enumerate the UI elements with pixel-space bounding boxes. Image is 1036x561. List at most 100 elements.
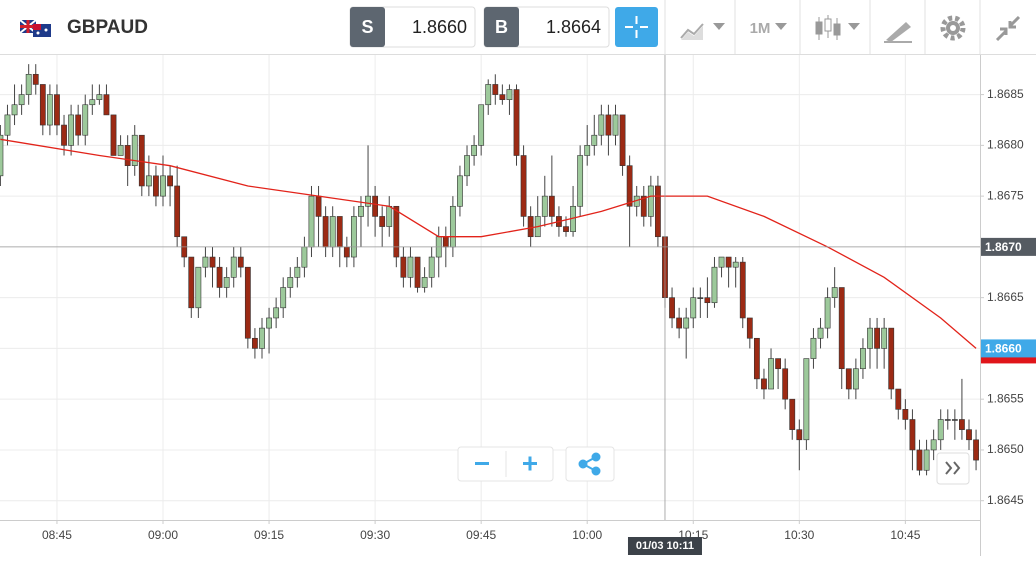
candle-body xyxy=(216,266,223,288)
candle-body xyxy=(584,145,591,156)
candle-body xyxy=(82,104,89,136)
x-tick-label: 10:30 xyxy=(784,528,814,542)
candle-body xyxy=(626,165,633,207)
candle-body xyxy=(266,317,272,329)
candle-body xyxy=(358,205,364,217)
candle-body xyxy=(457,175,463,207)
candle-body xyxy=(499,94,506,100)
candle-body xyxy=(796,429,803,441)
collapse-button[interactable] xyxy=(995,15,1021,42)
toolbar-separators xyxy=(664,0,981,54)
settings-button[interactable] xyxy=(940,15,966,41)
candle-body xyxy=(902,409,909,420)
x-tick-label: 09:30 xyxy=(360,528,390,542)
candle-body xyxy=(704,297,711,304)
candle-body xyxy=(124,145,131,166)
candle-body xyxy=(407,256,414,278)
last-price-label: 1.8660 xyxy=(985,342,1022,356)
candle-body xyxy=(725,256,732,268)
scroll-right-button[interactable] xyxy=(936,452,970,485)
crosshair-icon xyxy=(625,16,648,38)
timeframe[interactable]: 1M xyxy=(750,20,771,37)
y-tick-label: 1.8685 xyxy=(987,87,1024,101)
candle-body xyxy=(612,114,619,136)
x-tick-label: 10:00 xyxy=(572,528,602,542)
candle-body xyxy=(61,124,67,146)
candle-body xyxy=(591,134,598,146)
candle-body xyxy=(640,195,647,217)
draw-button[interactable] xyxy=(884,22,912,43)
candle-body xyxy=(167,175,173,187)
candle-body xyxy=(294,266,301,278)
buy-tag xyxy=(484,7,519,47)
candle-body xyxy=(577,155,584,207)
candle-body xyxy=(25,73,32,95)
overlay: 1.8645 1.8650 1.8655 1.8660 1.8665 1.8670 1.86… xyxy=(0,55,1036,555)
candle-body xyxy=(676,317,683,329)
x-tick-label: 09:45 xyxy=(466,528,496,542)
zoom-controls xyxy=(457,446,615,482)
timeframe-caret xyxy=(775,23,787,30)
x-tick-label: 09:00 xyxy=(148,528,178,542)
candle-body xyxy=(789,398,796,430)
candle-body xyxy=(379,216,386,227)
chart-type-button[interactable] xyxy=(680,23,725,40)
candle-body xyxy=(75,114,82,136)
candle-body xyxy=(867,327,873,349)
share-button[interactable] xyxy=(578,452,601,476)
candle-body xyxy=(852,368,859,390)
candle-body xyxy=(838,287,845,370)
candle-body xyxy=(605,114,612,136)
candle-body xyxy=(471,145,477,156)
candle-body xyxy=(485,84,492,106)
candle-body xyxy=(188,256,195,309)
candle-body xyxy=(421,277,428,288)
x-tick-label: 08:45 xyxy=(42,528,72,542)
sell-tag xyxy=(350,7,385,47)
candle-body xyxy=(895,388,902,410)
candle-body xyxy=(4,114,11,136)
crosshair-button[interactable] xyxy=(615,7,658,47)
ask-marker xyxy=(981,354,1036,364)
x-tick-label: 10:45 xyxy=(890,528,920,542)
candle-body xyxy=(209,256,216,268)
candle-body xyxy=(619,114,626,166)
y-tick-label: 1.8675 xyxy=(987,188,1024,202)
candle-body xyxy=(11,104,18,116)
candle-body xyxy=(732,261,739,268)
candle-body xyxy=(881,327,888,349)
y-tick-label: 1.8650 xyxy=(987,442,1024,456)
candle-body xyxy=(923,449,930,471)
crosshair-price-box xyxy=(981,237,1036,256)
candle-body xyxy=(174,185,181,238)
candle-body xyxy=(492,84,499,95)
candle-body xyxy=(598,114,605,136)
symbol: GBPAUD xyxy=(67,17,148,38)
zoom-in-button[interactable] xyxy=(523,456,537,471)
candle-body xyxy=(393,205,400,258)
candle-body xyxy=(301,246,308,268)
candle-body xyxy=(0,134,4,177)
candle-body xyxy=(782,368,789,400)
candle-body xyxy=(350,216,357,258)
candle-body xyxy=(739,261,746,319)
candle-body xyxy=(145,175,152,187)
candle-body xyxy=(845,368,852,390)
flag xyxy=(19,19,51,37)
candle-body xyxy=(39,84,46,126)
candle-body xyxy=(909,419,916,451)
candle-body xyxy=(117,145,124,156)
candle-body xyxy=(753,337,760,380)
candle-body xyxy=(959,419,965,430)
candle-body xyxy=(110,114,117,156)
candle-body xyxy=(824,297,831,329)
candle-body xyxy=(683,317,690,329)
zoom-out-button[interactable] xyxy=(475,462,489,465)
candle-body xyxy=(647,185,654,217)
candle-body xyxy=(860,348,866,370)
candle-body xyxy=(54,94,60,126)
candle-style-button[interactable] xyxy=(815,15,860,40)
candle-body xyxy=(874,327,880,349)
buy-price: 1.8664 xyxy=(546,17,601,37)
